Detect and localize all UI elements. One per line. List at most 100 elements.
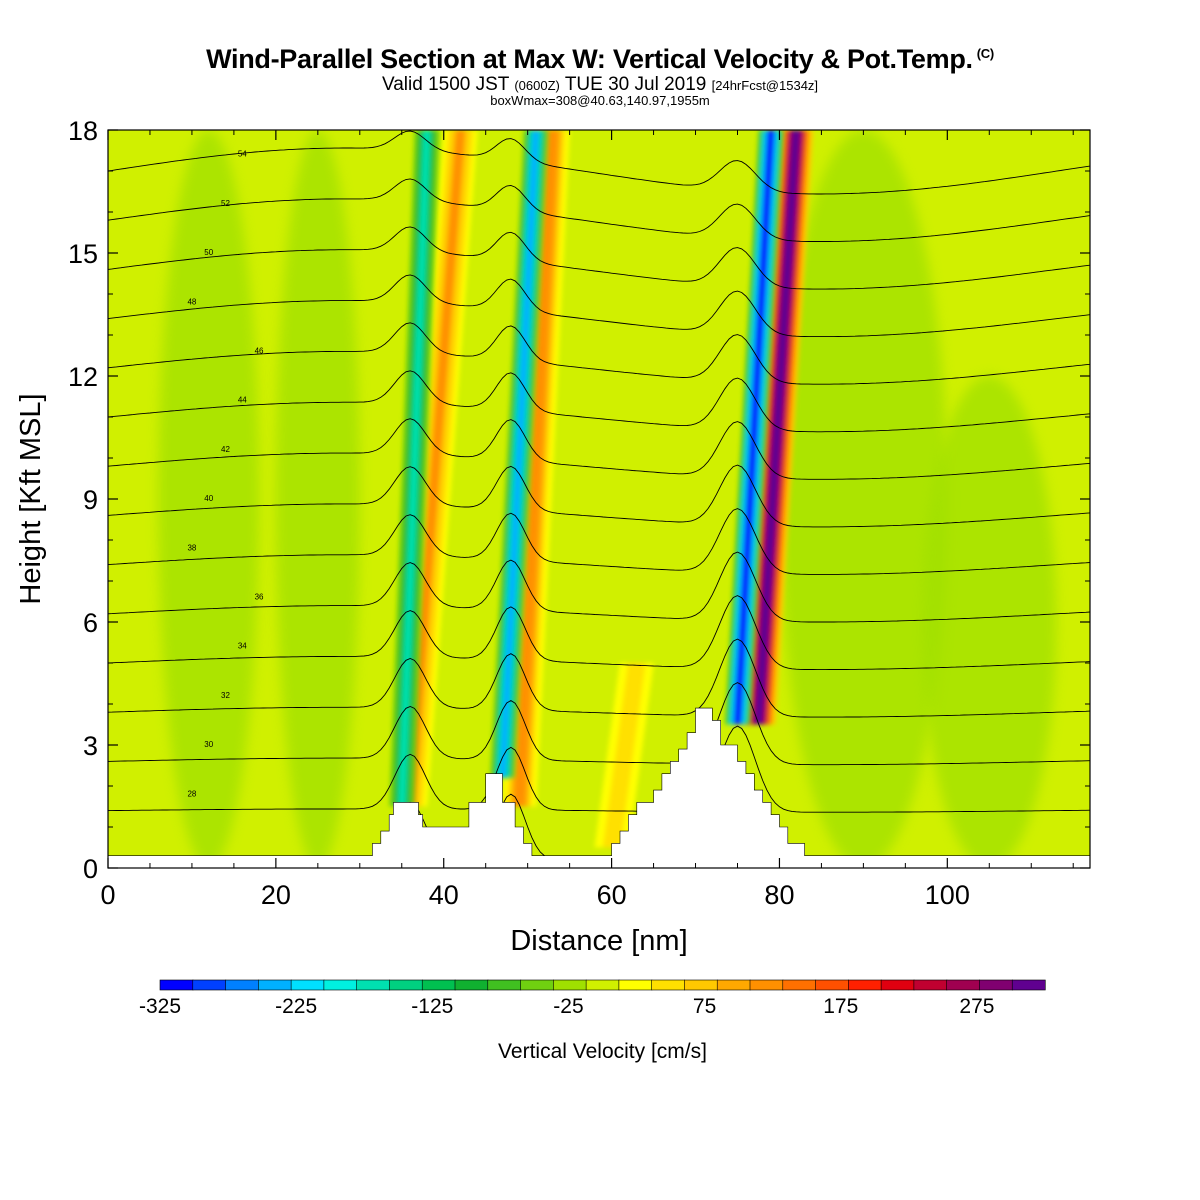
colorbar-swatch [585, 979, 620, 991]
colorbar-swatch [159, 979, 194, 991]
colorbar-label: Vertical Velocity [cm/s] [498, 1040, 707, 1063]
colorbar-tick-label: 75 [693, 995, 716, 1018]
isentrope-contour [108, 682, 1090, 766]
colorbar: -325 -225 -125 -25 75 175 275 Vertical Velocity… [139, 979, 1046, 1063]
colorbar-swatch [323, 979, 358, 991]
weak-sink-patch [779, 130, 948, 868]
contour-label: 28 [187, 789, 196, 798]
updraft-band-level [606, 663, 642, 848]
chart-title-text: Wind-Parallel Section at Max W: Vertical… [206, 44, 973, 74]
colorbar-swatch [290, 979, 325, 991]
y-tick-label: 12 [68, 362, 98, 392]
x-tick-label: 20 [261, 880, 291, 910]
colorbar-swatch [684, 979, 718, 991]
colorbar-swatch [913, 979, 948, 991]
colorbar-swatch [782, 979, 817, 991]
isentrope-contour [108, 508, 1090, 575]
downdraft-band-level [499, 130, 540, 778]
colorbar-tick-label: -225 [275, 995, 317, 1018]
contour-label: 46 [255, 346, 264, 355]
x-axis-label: Distance [nm] [510, 925, 687, 957]
downdraft-band-level [734, 130, 775, 725]
y-tick-label: 15 [68, 239, 98, 269]
isentrope-contour [108, 226, 1090, 290]
subtitle-forecast: [24hrFcst@1534z] [711, 78, 819, 93]
isentrope-contour [108, 418, 1090, 480]
colorbar-tick-label: -25 [553, 995, 583, 1018]
colorbar-tick-label: -125 [411, 995, 453, 1018]
isentrope-contour [108, 638, 1090, 718]
y-tick-label: 3 [83, 731, 98, 761]
contour-label: 54 [238, 150, 247, 159]
contour-label: 32 [221, 691, 230, 700]
y-axis-label: Height [Kft MSL] [15, 393, 47, 604]
isentrope-contour [108, 178, 1090, 242]
contour-label: 34 [238, 642, 247, 651]
colorbar-swatch [389, 979, 423, 991]
colorbar-swatch [749, 979, 784, 991]
updraft-band [594, 663, 654, 848]
y-tick-label: 18 [68, 116, 98, 146]
x-tick-label: 40 [429, 880, 459, 910]
colorbar-swatch [880, 979, 915, 991]
weak-sink-patch [922, 376, 1057, 868]
colorbar-swatch [946, 979, 981, 991]
colorbar-swatch [225, 979, 259, 991]
contour-label: 48 [187, 297, 196, 306]
isentrope-contour [108, 595, 1090, 671]
plot-area: 28 30 32 34 36 38 40 42 44 46 48 50 52 54 [108, 130, 1090, 868]
colorbar-swatch [553, 979, 587, 991]
colorbar-tick-label: 175 [823, 995, 858, 1018]
subtitle-zulu: (0600Z) [514, 78, 560, 93]
weak-sink-patch [158, 130, 260, 868]
colorbar-swatch [487, 979, 522, 991]
x-tick-label: 100 [925, 880, 970, 910]
colorbar-swatch [848, 979, 882, 991]
isentrope-contour [108, 130, 1090, 195]
colorbar-swatch [651, 979, 686, 991]
isentrope-contour [108, 551, 1090, 623]
x-tick-label: 0 [100, 880, 115, 910]
isentrope-contour [108, 725, 1090, 813]
weak-sink-patch [275, 130, 360, 868]
contour-label: 30 [204, 740, 213, 749]
contour-label: 42 [221, 445, 230, 454]
colorbar-swatch [454, 979, 489, 991]
colorbar-swatch [979, 979, 1013, 991]
contour-label: 44 [238, 396, 247, 405]
updraft-band-level [514, 130, 558, 807]
colorbar-swatch [258, 979, 292, 991]
isentrope-contour [108, 464, 1090, 528]
colorbar-tick-label: -325 [139, 995, 181, 1018]
x-tick-label: 60 [597, 880, 627, 910]
x-tick-label: 80 [764, 880, 794, 910]
isentrope-contour [108, 370, 1090, 433]
colorbar-swatch [815, 979, 849, 991]
y-tick-label: 9 [83, 485, 98, 515]
y-tick-label: 0 [83, 854, 98, 884]
contour-label: 40 [204, 494, 213, 503]
isentrope-contour [108, 322, 1090, 385]
chart-title: Wind-Parallel Section at Max W: Vertical… [0, 44, 1200, 75]
colorbar-swatch [356, 979, 391, 991]
contour-label: 50 [204, 248, 213, 257]
isentrope-contour [108, 274, 1090, 338]
colorbar-swatch [421, 979, 456, 991]
colorbar-tick-label: 275 [959, 995, 994, 1018]
colorbar-swatch [192, 979, 227, 991]
downdraft-band [490, 130, 549, 778]
subtitle-date: TUE 30 Jul 2019 [564, 74, 707, 95]
copyright-mark: (C) [976, 46, 994, 61]
contour-label: 36 [255, 592, 264, 601]
colorbar-swatch [716, 979, 751, 991]
colorbar-swatch [520, 979, 554, 991]
chart-subtitle: Valid 1500 JST (0600Z) TUE 30 Jul 2019 [… [0, 74, 1200, 96]
terrain [108, 707, 1090, 868]
y-tick-label: 6 [83, 608, 98, 638]
colorbar-swatch [618, 979, 653, 991]
subtitle-valid: Valid 1500 JST [381, 74, 510, 95]
colorbar-swatch [1011, 979, 1046, 991]
contour-label: 52 [221, 199, 230, 208]
